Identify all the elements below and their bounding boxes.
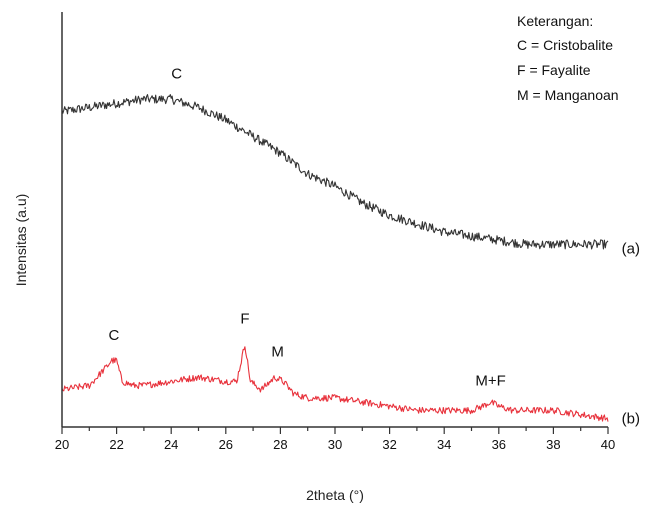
x-tick-label: 30 — [328, 437, 342, 452]
series-tag-b: (b) — [622, 411, 640, 428]
x-tick-label: 34 — [437, 437, 451, 452]
legend-entry-fayalite: F = Fayalite — [517, 62, 591, 78]
x-tick-label: 20 — [55, 437, 69, 452]
peak-label: F — [240, 310, 249, 327]
x-tick-label: 32 — [382, 437, 396, 452]
x-tick-label: 36 — [492, 437, 506, 452]
legend-title: Keterangan: — [517, 13, 593, 29]
x-tick-label: 24 — [164, 437, 178, 452]
x-tick-label: 40 — [601, 437, 615, 452]
peak-label: M+F — [475, 373, 505, 390]
x-tick-label: 28 — [273, 437, 287, 452]
peak-label: M — [271, 343, 284, 360]
series-line-a — [61, 94, 609, 250]
peak-label: C — [108, 327, 119, 344]
legend: Keterangan: C = Cristobalite F = Fayalit… — [517, 13, 619, 103]
plot-area — [61, 94, 609, 422]
x-tick-label: 38 — [546, 437, 560, 452]
axes: 20 22 24 26 28 30 32 34 36 38 40 — [55, 12, 615, 452]
legend-entry-cristobalite: C = Cristobalite — [517, 37, 613, 53]
legend-entry-manganoan: M = Manganoan — [517, 87, 619, 103]
series-line-b — [61, 346, 609, 422]
x-axis-label: 2theta (°) — [306, 487, 364, 503]
y-axis-label: Intensitas (a.u) — [13, 194, 29, 287]
series-tag-a: (a) — [622, 241, 640, 258]
x-tick-label: 26 — [219, 437, 233, 452]
x-tick-label: 22 — [109, 437, 123, 452]
peak-label: C — [171, 65, 182, 82]
peak-annotations: C C F M M+F (a) (b) — [108, 65, 640, 427]
